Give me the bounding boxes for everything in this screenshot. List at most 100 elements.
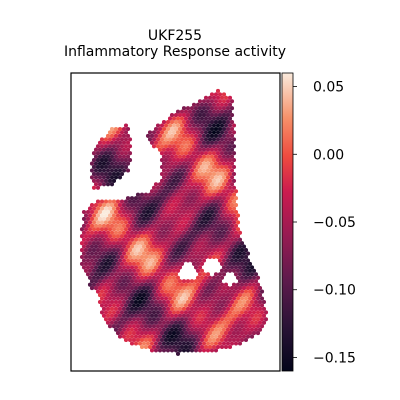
spot [137,341,143,346]
spot [219,102,225,107]
spot [237,237,243,242]
spot [115,227,121,232]
spot [185,196,191,201]
spot [111,144,117,149]
spot [215,296,221,301]
spot [103,248,109,253]
spot [183,241,189,246]
spot [171,317,177,322]
spot [235,268,241,273]
spot [163,241,169,246]
spot [231,289,237,294]
spot [183,199,189,204]
spot [223,331,229,336]
spot [207,213,213,218]
spot [225,313,231,318]
spot [99,282,105,287]
spot [107,310,113,315]
spot [165,230,171,235]
spot [161,203,167,208]
spot [219,199,225,204]
spot [221,189,227,194]
spot [101,251,107,256]
spot [205,196,211,201]
spot [213,293,219,298]
spot [167,158,173,163]
spot [257,286,263,291]
spot [165,175,171,180]
spot [95,185,101,190]
spot [225,230,231,235]
spot [163,213,169,218]
spot [201,99,207,104]
spot [227,137,233,142]
spot [115,241,121,246]
spot [185,182,191,187]
spot [153,189,159,194]
spot [125,147,131,152]
spot [135,227,141,232]
spot [227,185,233,190]
spot [109,293,115,298]
spot [221,286,227,291]
spot [159,254,165,260]
spot [179,261,185,266]
spot [195,241,201,246]
spot [119,206,125,211]
spot [217,168,223,173]
spot [99,275,105,280]
spot [147,317,153,322]
spot [163,324,169,329]
spot [199,151,205,156]
spot [173,320,179,325]
spot [189,313,195,318]
spot [231,227,237,232]
spot [205,334,211,339]
spot [239,248,245,253]
spot [237,320,243,325]
spot [213,154,219,159]
spot [169,113,175,118]
spot [171,303,177,308]
spot [235,248,241,253]
spot [167,248,173,253]
spot [165,120,171,125]
spot [261,306,267,311]
spot [149,196,155,201]
spot [201,120,207,125]
spot [181,154,187,159]
spot [169,120,175,125]
spot [171,234,177,239]
spot [99,303,105,308]
spot [139,261,145,266]
spot [139,234,145,239]
spot [245,251,251,256]
spot [99,199,105,204]
spot [199,241,205,246]
spot [151,331,157,336]
spot [209,168,215,173]
spot [201,299,207,305]
spot [213,120,219,125]
spot [237,341,243,346]
spot [181,286,187,291]
spot [239,282,245,287]
spot [159,289,165,294]
spot [211,144,217,149]
spot [179,109,185,114]
spot [213,299,219,305]
spot [151,241,157,246]
spot [185,168,191,173]
spot [209,99,215,104]
spot [187,171,193,177]
spot [155,282,161,287]
spot [175,164,181,170]
spot [103,158,109,163]
spot [223,130,229,135]
spot [179,303,185,308]
spot [165,154,171,159]
spot [177,313,183,318]
spot [185,313,191,318]
spot [233,313,239,318]
spot [133,272,139,277]
